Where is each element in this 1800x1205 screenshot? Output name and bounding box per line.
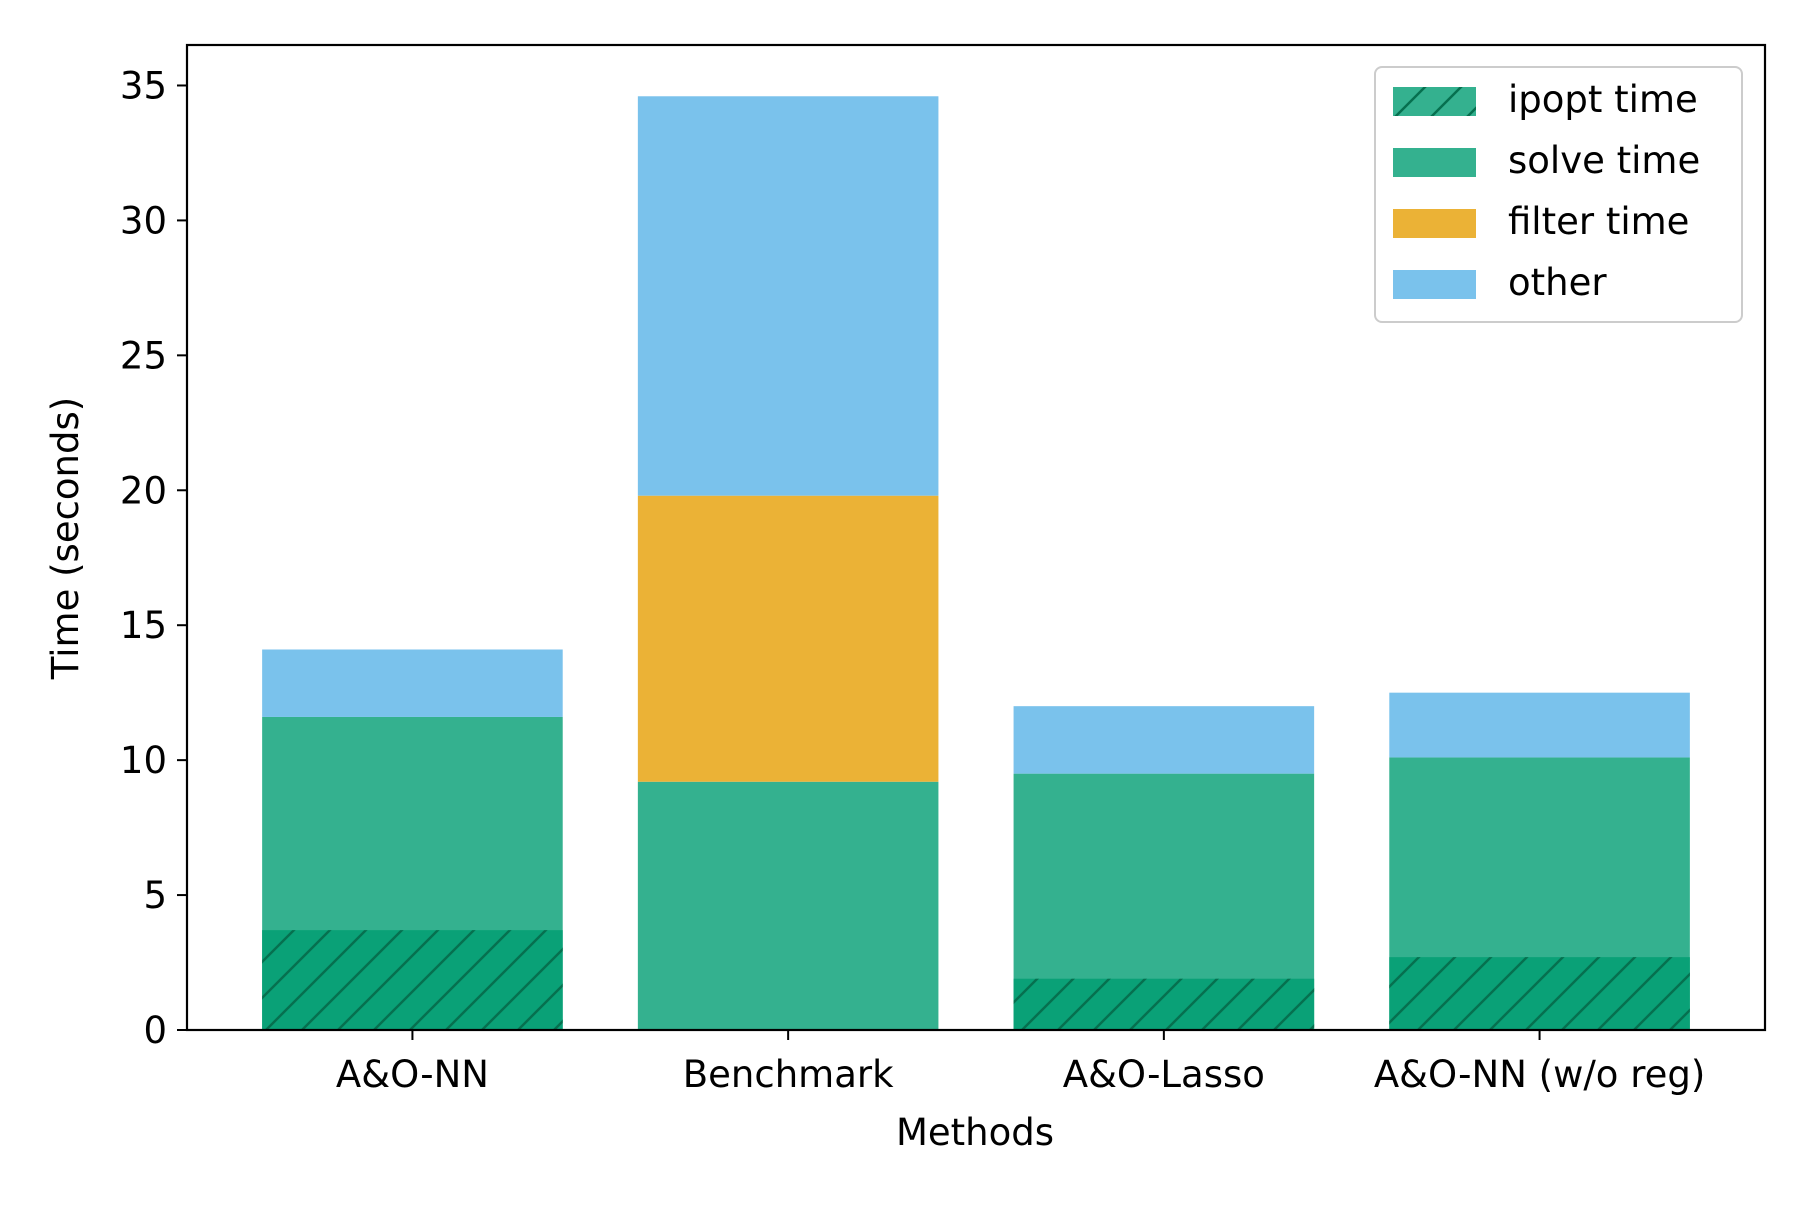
legend-swatch-filter-time: [1393, 209, 1476, 238]
legend-label-other: other: [1508, 261, 1607, 304]
legend-swatch-hatch: [1393, 87, 1476, 116]
bars-layer: [262, 96, 1690, 1030]
y-tick-label: 35: [120, 64, 167, 107]
legend-swatch-other: [1393, 270, 1476, 299]
y-tick-label: 10: [120, 739, 167, 782]
x-tick-label: Benchmark: [683, 1053, 894, 1096]
bar-ipopt-time-hatch-0: [262, 930, 563, 1030]
y-tick-label: 15: [120, 604, 167, 647]
plot-frame: [185, 43, 1767, 1032]
bar-other-2: [1013, 706, 1315, 774]
y-tick-label: 25: [120, 334, 167, 377]
y-tick-label: 5: [143, 874, 167, 917]
legend-box: [1374, 66, 1743, 323]
x-tick-label: A&O-Lasso: [1063, 1053, 1265, 1096]
bar-filter-time-1: [637, 495, 939, 782]
bar-other-3: [1389, 692, 1690, 758]
legend-label-solve-time: solve time: [1508, 139, 1700, 182]
legend: ipopt time solve time filter time other: [1374, 66, 1743, 323]
bar-other-0: [262, 649, 563, 717]
x-axis-label: Methods: [896, 1111, 1054, 1154]
legend-swatch-solve-time: [1393, 148, 1476, 177]
bar-ipopt-time-hatch-2: [1013, 978, 1315, 1030]
y-axis-label: Time (seconds): [44, 397, 87, 680]
y-tick-label: 20: [120, 469, 167, 512]
x-tick-label: A&O-NN (w/o reg): [1374, 1053, 1705, 1096]
y-tick-label: 30: [120, 199, 167, 242]
legend-label-filter-time: filter time: [1508, 200, 1689, 243]
axes-layer: 0 5 10 15 20 25 30 35 A&O-NN Benchmark A&O-Lasso A&…: [120, 43, 1767, 1096]
y-tick-label: 0: [143, 1009, 167, 1052]
bar-other-1: [637, 96, 939, 496]
bar-ipopt-time-hatch-3: [1389, 957, 1690, 1030]
x-tick-label: A&O-NN: [336, 1053, 489, 1096]
bar-solve-time-1: [637, 781, 939, 1030]
legend-label-ipopt-time: ipopt time: [1508, 78, 1698, 121]
